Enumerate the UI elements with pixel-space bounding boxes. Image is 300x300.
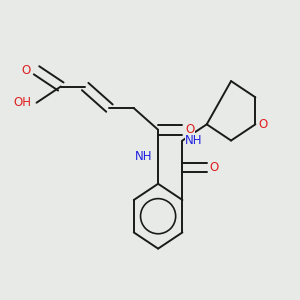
Text: O: O [209,161,219,174]
Text: O: O [185,123,194,136]
Text: O: O [22,64,31,77]
Text: OH: OH [13,96,31,109]
Text: NH: NH [135,150,153,163]
Text: O: O [258,118,267,131]
Text: NH: NH [185,134,202,147]
